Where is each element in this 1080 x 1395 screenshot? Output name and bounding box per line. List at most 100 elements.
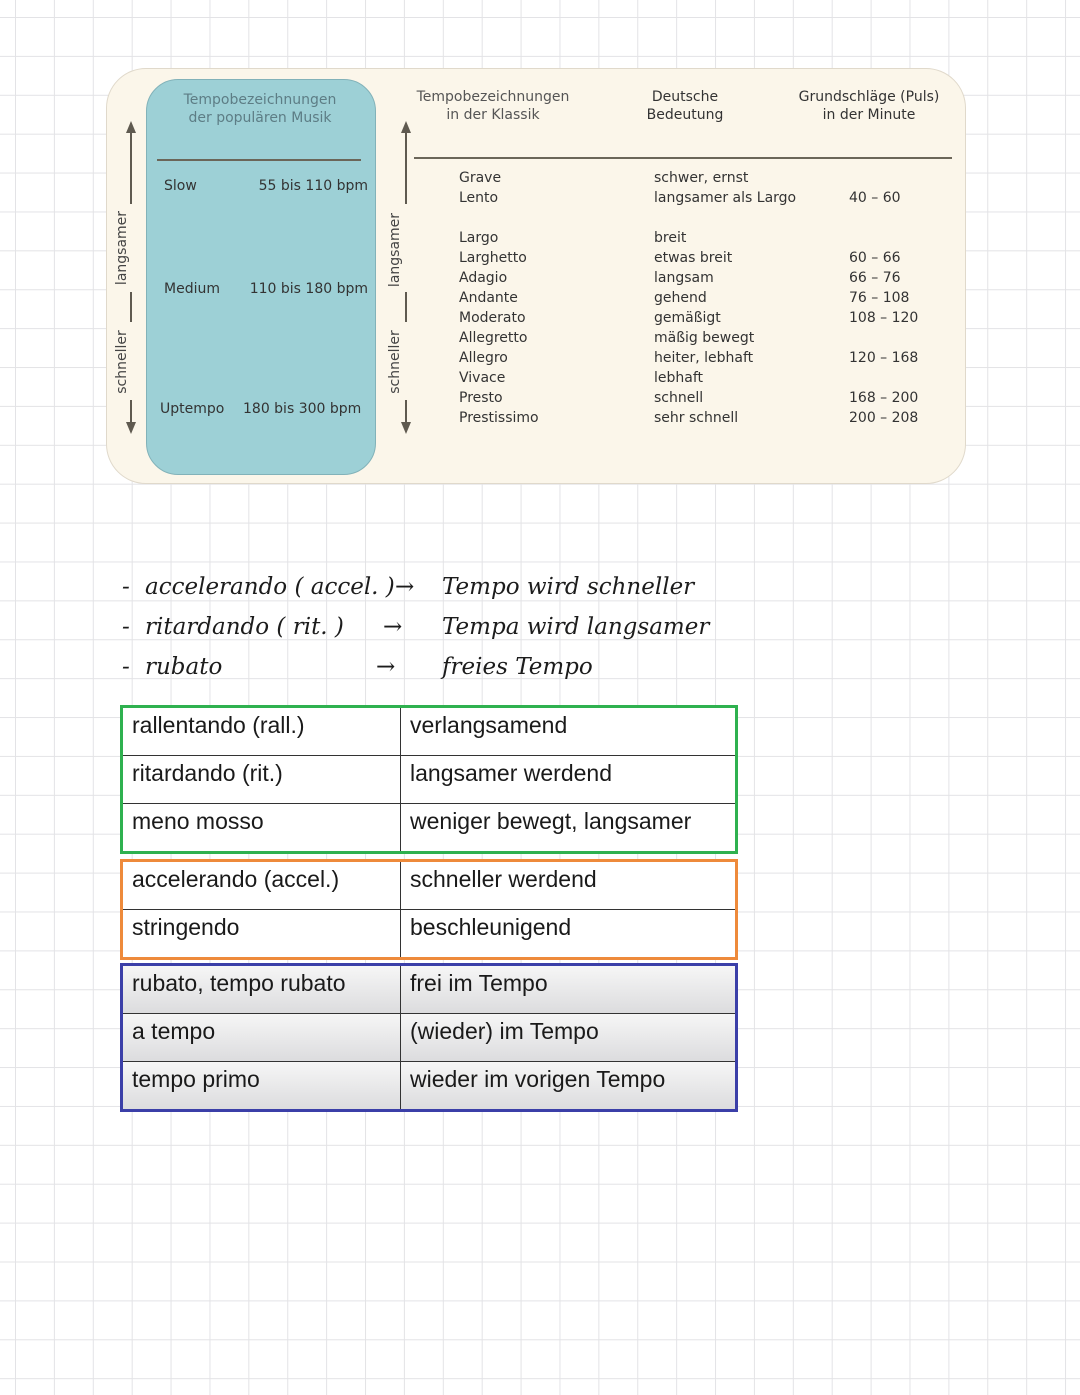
classic-term-cell: Lento	[459, 190, 499, 206]
arrow-line	[130, 292, 132, 322]
table-row: tempo primo wieder im vorigen Tempo	[123, 1061, 735, 1109]
classic-meaning-cell: langsamer als Largo	[654, 190, 797, 206]
arrow-line	[130, 400, 132, 424]
classic-bpm-cell: 120 – 168	[849, 350, 919, 366]
header-line: Grundschläge (Puls)	[798, 89, 940, 105]
header-line: Bedeutung	[646, 107, 724, 123]
blue-table: rubato, tempo rubato frei im Tempo a tempo…	[120, 963, 738, 1112]
popular-music-panel	[146, 79, 376, 475]
table-row: stringendo beschleunigend	[123, 909, 735, 957]
arrow-down-icon	[126, 422, 136, 434]
popular-uptempo-range: 180 bis 300 bpm	[243, 401, 362, 417]
classic-meaning-cell: lebhaft	[654, 370, 704, 386]
table-row: rallentando (rall.) verlangsamend	[123, 708, 735, 755]
arrow-line	[405, 400, 407, 424]
note-meaning: Tempo wird schneller	[442, 574, 695, 600]
classic-bpm-cell: 168 – 200	[849, 390, 919, 406]
bullet-dash: -	[122, 614, 130, 640]
orange-table: accelerando (accel.) schneller werdend str…	[120, 859, 738, 960]
faster-label: schneller	[114, 330, 130, 394]
arrow-line	[405, 292, 407, 322]
table-row: rubato, tempo rubato frei im Tempo	[123, 966, 735, 1013]
popular-header: Tempobezeichnungen der populären Musik	[146, 91, 374, 127]
term-cell: ritardando (rit.)	[123, 756, 401, 803]
table-row: meno mosso weniger bewegt, langsamer	[123, 803, 735, 851]
table-row: accelerando (accel.) schneller werdend	[123, 862, 735, 909]
classic-term-cell: Largo	[459, 230, 499, 246]
header-line: Tempobezeichnungen	[416, 89, 570, 105]
term-cell: tempo primo	[123, 1062, 401, 1109]
term-cell: stringendo	[123, 910, 401, 957]
meaning-cell: schneller werdend	[410, 866, 597, 892]
bullet-dash: -	[122, 654, 130, 680]
meaning-cell: wieder im vorigen Tempo	[410, 1066, 666, 1092]
meaning-cell: (wieder) im Tempo	[410, 1018, 599, 1044]
classic-bpm-cell: 60 – 66	[849, 250, 901, 266]
classic-meaning-cell: sehr schnell	[654, 410, 739, 426]
arrow-line	[130, 132, 132, 204]
term-cell: rallentando (rall.)	[123, 708, 401, 755]
green-table: rallentando (rall.) verlangsamend ritardan…	[120, 705, 738, 854]
popular-medium-label: Medium	[164, 281, 220, 297]
arrow-line	[405, 132, 407, 204]
meaning-cell: langsamer werdend	[410, 760, 613, 786]
popular-header-line1: Tempobezeichnungen	[183, 92, 337, 108]
term-cell: accelerando (accel.)	[123, 862, 401, 909]
classic-bpm-cell: 108 – 120	[849, 310, 919, 326]
header-line: Deutsche	[651, 89, 719, 105]
popular-uptempo-label: Uptempo	[160, 401, 225, 417]
classic-meaning-cell: gehend	[654, 290, 707, 306]
classic-term-cell: Adagio	[459, 270, 508, 286]
classic-meaning-cell: langsam	[654, 270, 714, 286]
classic-divider	[414, 157, 952, 159]
term-cell: a tempo	[123, 1014, 401, 1061]
classic-term-cell: Presto	[459, 390, 503, 406]
header-line: in der Minute	[822, 107, 916, 123]
note-meaning: freies Tempo	[442, 654, 593, 680]
classic-bpm-cell: 76 – 108	[849, 290, 910, 306]
slower-label: langsamer	[114, 210, 130, 286]
popular-divider	[157, 159, 361, 161]
classic-meaning-cell: schnell	[654, 390, 704, 406]
classic-meaning-header: Deutsche Bedeutung	[615, 88, 755, 124]
popular-header-line2: der populären Musik	[188, 110, 332, 126]
classic-term-cell: Allegretto	[459, 330, 528, 346]
note-term: ritardando ( rit. )	[145, 614, 344, 640]
classic-term-cell: Andante	[459, 290, 518, 306]
classic-term-header: Tempobezeichnungen in der Klassik	[403, 88, 583, 124]
classic-bpm-cell: 200 – 208	[849, 410, 919, 426]
meaning-cell: frei im Tempo	[410, 970, 548, 996]
note-term: accelerando ( accel. )	[145, 574, 395, 600]
table-row: ritardando (rit.) langsamer werdend	[123, 755, 735, 803]
arrow-right-icon: →	[395, 574, 415, 600]
classic-meaning-cell: etwas breit	[654, 250, 733, 266]
header-line: in der Klassik	[446, 107, 540, 123]
classic-bpm-cell: 66 – 76	[849, 270, 901, 286]
note-term: rubato	[145, 654, 223, 680]
classic-term-cell: Grave	[459, 170, 502, 186]
classic-term-cell: Prestissimo	[459, 410, 539, 426]
slower-label: langsamer	[387, 212, 403, 288]
classic-bpm-header: Grundschläge (Puls) in der Minute	[784, 88, 954, 124]
meaning-cell: beschleunigend	[410, 914, 572, 940]
note-meaning: Tempa wird langsamer	[442, 614, 710, 640]
classic-meaning-cell: breit	[654, 230, 687, 246]
arrow-right-icon: →	[376, 654, 396, 680]
classic-term-cell: Larghetto	[459, 250, 527, 266]
arrow-up-icon	[401, 121, 411, 133]
arrow-down-icon	[401, 422, 411, 434]
meaning-cell: weniger bewegt, langsamer	[410, 808, 692, 834]
arrow-up-icon	[126, 121, 136, 133]
classic-meaning-cell: gemäßigt	[654, 310, 721, 326]
term-cell: rubato, tempo rubato	[123, 966, 401, 1013]
classic-meaning-cell: heiter, lebhaft	[654, 350, 754, 366]
term-cell: meno mosso	[123, 804, 401, 851]
classic-term-cell: Allegro	[459, 350, 508, 366]
classic-bpm-cell: 40 – 60	[849, 190, 901, 206]
popular-slow-label: Slow	[164, 178, 197, 194]
classic-term-cell: Vivace	[459, 370, 506, 386]
classic-meaning-cell: mäßig bewegt	[654, 330, 755, 346]
popular-slow-range: 55 bis 110 bpm	[258, 178, 368, 194]
popular-medium-range: 110 bis 180 bpm	[249, 281, 368, 297]
meaning-cell: verlangsamend	[410, 712, 568, 738]
